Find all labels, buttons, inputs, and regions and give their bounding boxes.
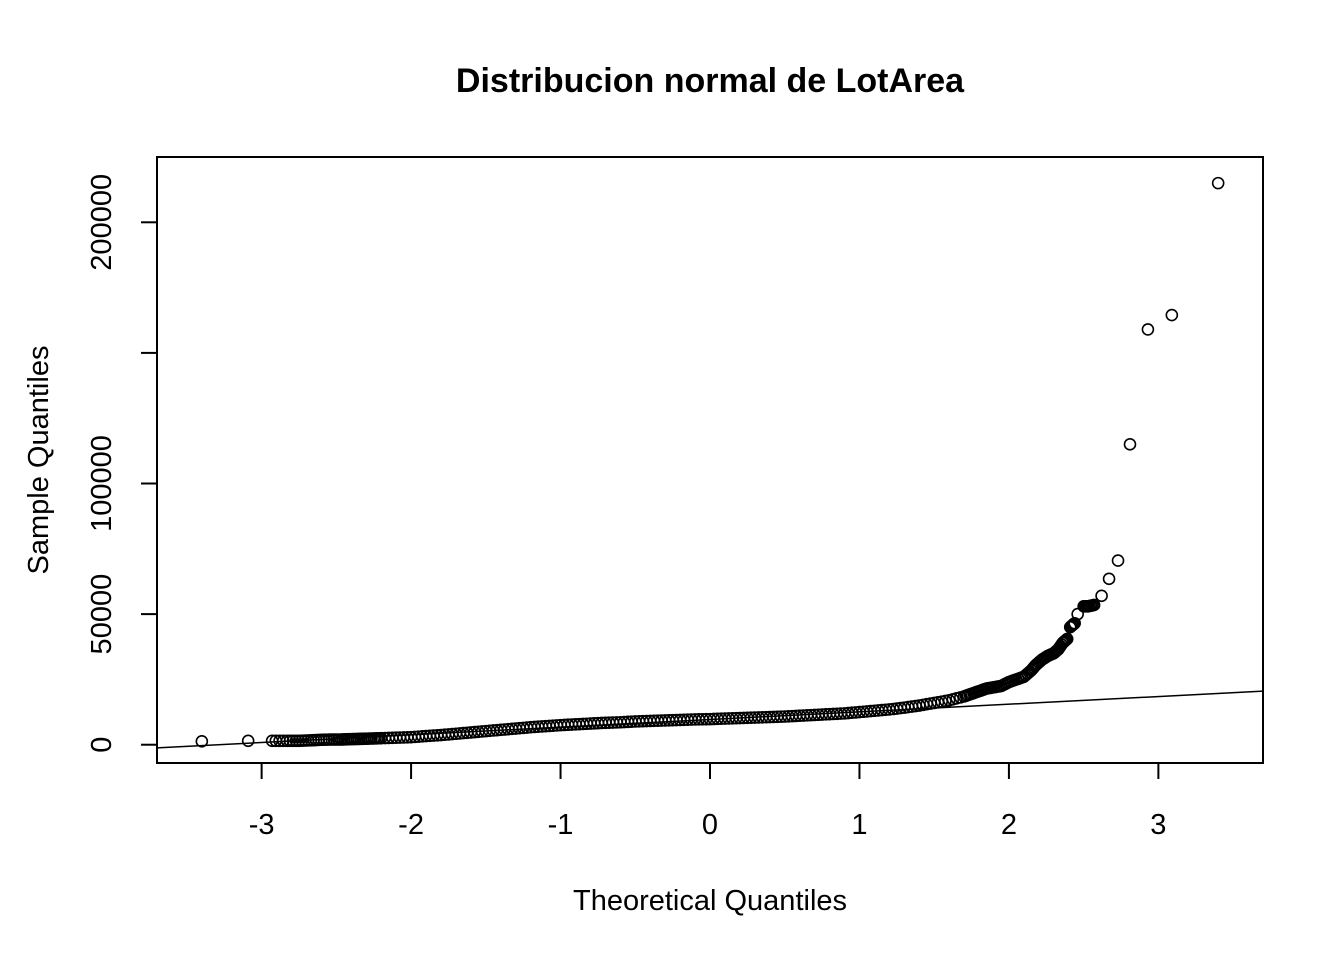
data-point xyxy=(1057,635,1071,649)
y-tick-label: 200000 xyxy=(86,174,118,271)
data-point xyxy=(276,734,290,748)
data-point xyxy=(1123,438,1137,451)
y-tick-label: 50000 xyxy=(86,574,118,655)
data-point xyxy=(1071,607,1084,621)
x-tick-label: 0 xyxy=(702,809,718,841)
y-axis: 0 50000 100000 200000 xyxy=(86,174,158,753)
data-point xyxy=(1165,308,1179,322)
data-point xyxy=(1066,618,1079,632)
plot-marks xyxy=(156,176,1264,749)
data-point xyxy=(1060,632,1074,646)
data-point xyxy=(1059,633,1073,647)
x-tick-label: 3 xyxy=(1150,809,1166,841)
data-point xyxy=(1087,598,1101,612)
data-point xyxy=(1141,323,1155,336)
x-axis-label: Theoretical Quantiles xyxy=(573,885,847,917)
data-point xyxy=(1058,634,1072,648)
data-point xyxy=(1102,572,1116,586)
x-tick-label: -1 xyxy=(548,809,574,841)
chart-title: Distribucion normal de LotArea xyxy=(456,62,965,100)
x-tick-label: 1 xyxy=(851,809,867,841)
y-tick-label: 0 xyxy=(86,737,118,753)
data-point xyxy=(1065,619,1078,633)
y-axis-label: Sample Quantiles xyxy=(23,346,55,575)
x-tick-label: 2 xyxy=(1001,809,1017,841)
data-point xyxy=(241,734,255,748)
y-tick-label: 100000 xyxy=(86,435,118,532)
plot-frame xyxy=(156,156,1264,764)
data-point xyxy=(1111,554,1125,567)
data-point xyxy=(1211,176,1225,190)
data-point xyxy=(1095,589,1108,603)
x-tick-label: -2 xyxy=(398,809,424,841)
x-axis: -3 -2 -1 0 1 2 3 xyxy=(249,762,1166,841)
data-point xyxy=(195,735,209,748)
x-tick-label: -3 xyxy=(249,809,275,841)
qq-reference-line xyxy=(156,690,1264,749)
